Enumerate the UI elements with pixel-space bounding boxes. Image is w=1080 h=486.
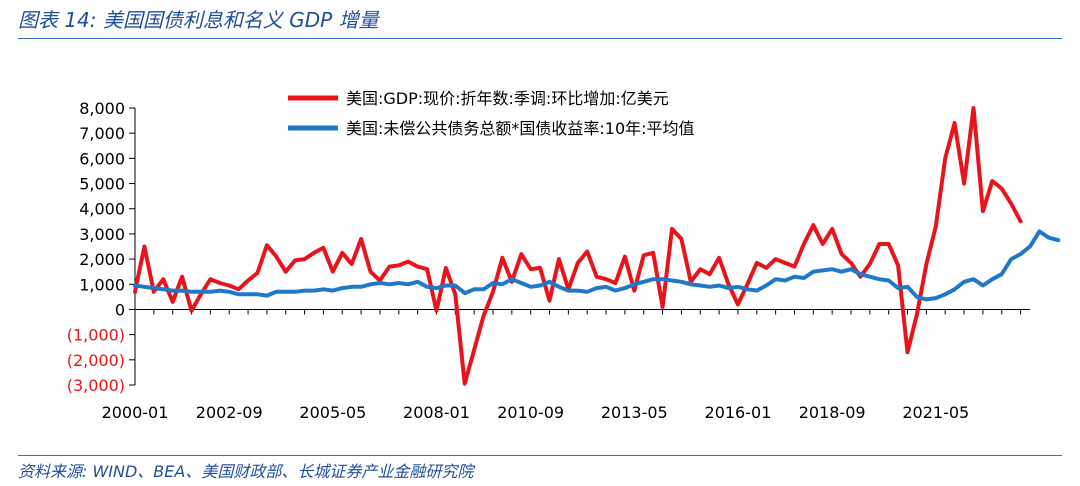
y-tick-label: 2,000 xyxy=(79,250,125,269)
x-tick-label: 2016-01 xyxy=(705,403,772,422)
y-tick-label: (3,000) xyxy=(67,376,125,395)
y-axis: 8,000 7,000 6,000 5,000 4,000 3,000 2,000 1,000… xyxy=(67,99,136,395)
series-line-interest xyxy=(133,229,1061,302)
legend-label-interest: 美国:未偿公共债务总额*国债收益率:10年:平均值 xyxy=(346,119,695,138)
x-tick-label: 2000-01 xyxy=(102,403,169,422)
y-tick-label: 0 xyxy=(115,300,125,319)
y-tick-label: 1,000 xyxy=(79,275,125,294)
y-tick-label: 4,000 xyxy=(79,200,125,219)
y-tick-label: 3,000 xyxy=(79,225,125,244)
x-tick-label: 2013-05 xyxy=(601,403,668,422)
y-tick-label: 8,000 xyxy=(79,99,125,118)
x-tick-label: 2005-05 xyxy=(299,403,366,422)
y-tick-label: (1,000) xyxy=(67,326,125,345)
chart: 美国:GDP:现价:折年数:季调:环比增加:亿美元 美国:未偿公共债务总额*国债… xyxy=(67,89,1061,422)
y-tick-label: 7,000 xyxy=(79,124,125,143)
legend-label-gdp: 美国:GDP:现价:折年数:季调:环比增加:亿美元 xyxy=(346,89,669,108)
legend: 美国:GDP:现价:折年数:季调:环比增加:亿美元 美国:未偿公共债务总额*国债… xyxy=(288,89,695,138)
y-tick-label: 5,000 xyxy=(79,175,125,194)
x-tick-label: 2018-09 xyxy=(799,403,866,422)
x-tick-label: 2021-05 xyxy=(902,403,969,422)
title-rule xyxy=(18,38,1062,39)
series-line-gdp xyxy=(133,106,1023,386)
series-group xyxy=(133,106,1061,386)
x-tick-label: 2002-09 xyxy=(196,403,263,422)
x-tick-label: 2008-01 xyxy=(403,403,470,422)
source-note: 资料来源: WIND、BEA、美国财政部、长城证券产业金融研究院 xyxy=(18,462,474,481)
y-tick-label: 6,000 xyxy=(79,149,125,168)
x-axis: 2000-01 2002-09 2005-05 2008-01 2010-09 2013-… xyxy=(102,308,1030,422)
x-tick-label: 2010-09 xyxy=(497,403,564,422)
y-tick-label: (2,000) xyxy=(67,351,125,370)
figure-title: 图表 14: 美国国债利息和名义 GDP 增量 xyxy=(18,8,379,32)
source-rule xyxy=(18,455,1062,456)
